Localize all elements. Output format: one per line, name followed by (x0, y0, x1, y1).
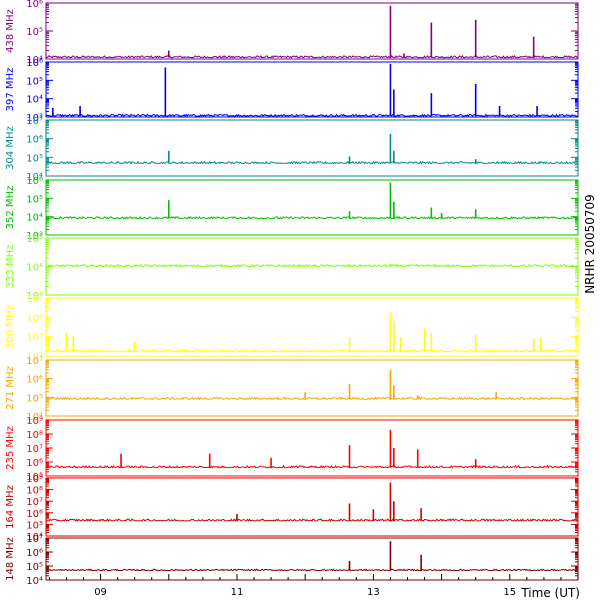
y-tick-label: 10⁴ (26, 263, 43, 274)
panel-300-mhz: 10⁴ 10⁵ 10⁶ 10⁷ 300 MHz (5, 294, 579, 363)
y-tick-label: 10⁵ (26, 153, 43, 164)
y-tick-label: 10⁵ (26, 234, 43, 245)
panel-label: 304 MHz (5, 126, 16, 170)
panel-148-mhz: 10⁴ 10⁵ 10⁶ 10⁷ 148 MHz (5, 534, 579, 587)
y-tick-label: 10⁴ (26, 576, 43, 587)
panel-label: 271 MHz (5, 366, 16, 410)
panel-label: 438 MHz (5, 9, 16, 53)
x-tick-label: 11 (231, 587, 244, 598)
panel-frame (45, 477, 579, 537)
side-label: NRHR 20050709 (583, 194, 597, 294)
y-tick-label: 10⁸ (26, 430, 43, 441)
data-trace (45, 160, 579, 165)
y-tick-label: 10³ (26, 113, 43, 124)
y-tick-label: 10⁶ (26, 135, 43, 146)
y-tick-label: 10⁷ (26, 356, 43, 367)
panel-235-mhz: 10⁵ 10⁶ 10⁷ 10⁸ 10⁹ 235 MHz (5, 416, 579, 483)
y-tick-label: 10⁶ (26, 375, 43, 386)
y-tick-label: 10⁴ (26, 352, 43, 363)
panel-label: 164 MHz (5, 485, 16, 529)
data-trace (45, 113, 578, 118)
y-tick-label: 10⁹ (26, 474, 43, 485)
y-tick-label: 10⁷ (26, 444, 43, 455)
y-tick-label: 10⁹ (26, 416, 43, 427)
data-trace (45, 215, 579, 220)
x-axis-title: Time (UT) (520, 586, 580, 600)
y-tick-label: 10⁵ (26, 194, 43, 205)
panel-frame (45, 2, 579, 60)
x-tick-label: 13 (367, 587, 380, 598)
panel-frame (45, 179, 579, 236)
panel-397-mhz: 10³ 10⁴ 10⁵ 10⁶ 397 MHz (5, 58, 579, 124)
y-tick-label: 10⁶ (26, 0, 43, 10)
data-trace (45, 54, 579, 59)
panel-frame (45, 119, 579, 177)
data-trace (45, 396, 579, 401)
y-tick-label: 10⁵ (26, 562, 43, 573)
panel-label: 397 MHz (5, 68, 16, 112)
y-tick-label: 10⁵ (26, 76, 43, 87)
x-tick-label: 09 (94, 587, 107, 598)
data-trace (45, 348, 579, 353)
y-tick-label: 10⁴ (26, 55, 43, 66)
panel-304-mhz: 10⁴ 10⁵ 10⁶ 10⁷ 304 MHz (5, 116, 579, 183)
y-tick-label: 10⁶ (26, 58, 43, 69)
panel-frame (45, 61, 579, 118)
y-tick-label: 10⁵ (26, 472, 43, 483)
y-tick-label: 10⁴ (26, 95, 43, 106)
y-tick-label: 10⁴ (26, 172, 43, 183)
panel-label: 352 MHz (5, 186, 16, 230)
panel-438-mhz: 10⁴ 10⁵ 10⁶ 438 MHz (5, 0, 579, 66)
y-tick-label: 10⁶ (26, 509, 43, 520)
y-tick-label: 10⁶ (26, 458, 43, 469)
data-trace (45, 518, 579, 522)
y-tick-label: 10⁵ (26, 520, 43, 531)
data-trace (45, 464, 579, 469)
panel-label: 148 MHz (5, 537, 16, 581)
panel-frame (45, 297, 579, 357)
y-tick-label: 10⁵ (26, 333, 43, 344)
panel-frame (45, 359, 579, 417)
x-axis: 09 11 13 15 (48, 574, 579, 598)
panel-frame (45, 537, 579, 581)
panel-271-mhz: 10⁴ 10⁵ 10⁶ 10⁷ 271 MHz (5, 356, 579, 423)
panel-333-mhz: 10³ 10⁴ 10⁵ 333 MHz (5, 234, 579, 302)
panel-352-mhz: 10³ 10⁴ 10⁵ 10⁶ 352 MHz (5, 176, 579, 242)
x-tick-label: 15 (503, 587, 516, 598)
data-trace (45, 568, 579, 572)
y-tick-label: 10⁷ (26, 534, 43, 545)
y-tick-label: 10⁷ (26, 294, 43, 305)
y-tick-label: 10⁶ (26, 313, 43, 324)
y-tick-label: 10⁴ (26, 532, 43, 543)
y-tick-label: 10⁵ (26, 27, 43, 38)
y-tick-label: 10⁴ (26, 213, 43, 224)
panel-label: 300 MHz (5, 305, 16, 349)
y-tick-label: 10³ (26, 231, 43, 242)
y-tick-label: 10⁷ (26, 116, 43, 127)
y-tick-label: 10⁷ (26, 497, 43, 508)
panel-label: 235 MHz (5, 426, 16, 470)
y-tick-label: 10⁶ (26, 176, 43, 187)
y-tick-label: 10⁶ (26, 548, 43, 559)
data-trace (45, 263, 579, 268)
y-tick-label: 10⁴ (26, 412, 43, 423)
panel-label: 333 MHz (5, 245, 16, 289)
y-tick-label: 10⁵ (26, 393, 43, 404)
y-tick-label: 10⁸ (26, 486, 43, 497)
y-tick-label: 10³ (26, 291, 43, 302)
